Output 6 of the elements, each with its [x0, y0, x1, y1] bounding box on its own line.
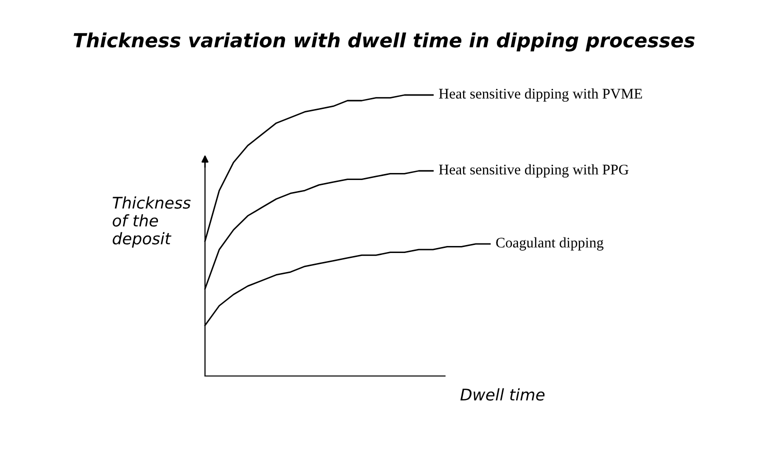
- series-label: Coagulant dipping: [496, 237, 604, 251]
- chart-title: Thickness variation with dwell time in dipping processes: [74, 32, 695, 52]
- y-axis-title: Thickness of the deposit: [112, 196, 191, 248]
- series-label: Heat sensitive dipping with PPG: [438, 164, 628, 178]
- series-label: Heat sensitive dipping with PVME: [438, 88, 642, 102]
- x-axis-title: Dwell time: [460, 388, 545, 401]
